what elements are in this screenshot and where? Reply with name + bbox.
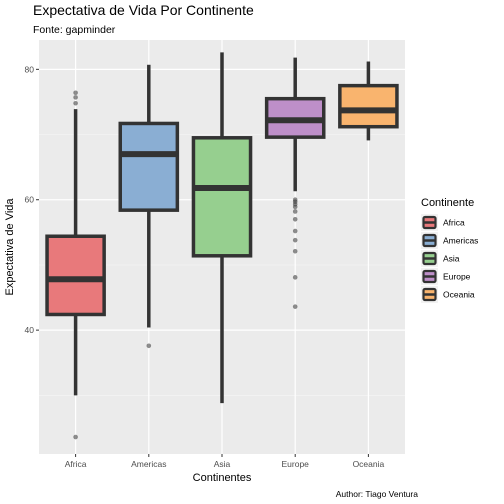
box-asia <box>191 52 253 404</box>
boxes <box>45 52 399 440</box>
outlier-point <box>73 90 78 96</box>
outlier-point <box>292 304 298 309</box>
outlier-point <box>73 100 78 106</box>
x-tick-label: Americas <box>131 459 166 469</box>
legend-label: Europe <box>443 272 471 282</box>
legend-label: Oceania <box>443 290 475 300</box>
legend: Continente Africa Americas Asia Europe Ocean… <box>421 197 478 303</box>
x-tick-label: Asia <box>214 459 231 469</box>
box-europe <box>264 57 326 309</box>
box-americas <box>118 64 180 349</box>
outlier-point <box>292 275 298 280</box>
chart-title: Expectativa de Vida Por Continente <box>33 2 254 18</box>
outlier-point <box>292 237 298 243</box>
outlier-point <box>292 216 298 222</box>
y-axis-ticks: 40 60 80 <box>25 64 39 335</box>
legend-title: Continente <box>421 197 474 209</box>
y-axis-label: Expectativa de Vida <box>4 198 16 296</box>
legend-item-asia: Asia <box>421 250 460 267</box>
outlier-point <box>292 248 298 254</box>
outlier-point <box>292 228 298 234</box>
legend-item-africa: Africa <box>421 214 465 231</box>
x-axis-label: Continentes <box>193 472 252 484</box>
legend-item-europe: Europe <box>421 268 471 285</box>
outlier-point <box>73 95 78 100</box>
outlier-point <box>146 343 152 349</box>
outlier-point <box>292 209 298 214</box>
legend-item-americas: Americas <box>421 232 478 249</box>
chart-subtitle: Fonte: gapminder <box>33 24 116 36</box>
legend-label: Americas <box>443 236 478 246</box>
y-tick-label: 40 <box>25 325 35 335</box>
legend-item-oceania: Oceania <box>421 286 475 303</box>
box-body <box>338 83 399 129</box>
y-tick-label: 80 <box>25 64 35 74</box>
y-tick-label: 60 <box>25 195 35 205</box>
chart-caption: Author: Tiago Ventura <box>336 489 418 499</box>
box-oceania <box>338 61 399 141</box>
box-body <box>191 136 253 258</box>
x-tick-label: Oceania <box>353 459 385 469</box>
legend-label: Africa <box>443 218 465 228</box>
x-tick-label: Africa <box>65 459 87 469</box>
outlier-point <box>73 434 78 440</box>
outlier-point <box>292 197 298 203</box>
box-body <box>118 121 180 212</box>
x-axis-ticks: Africa Americas Asia Europe Oceania <box>65 454 385 469</box>
box-africa <box>45 90 106 440</box>
box-body <box>45 234 106 317</box>
x-tick-label: Europe <box>281 459 309 469</box>
legend-label: Asia <box>443 254 460 264</box>
